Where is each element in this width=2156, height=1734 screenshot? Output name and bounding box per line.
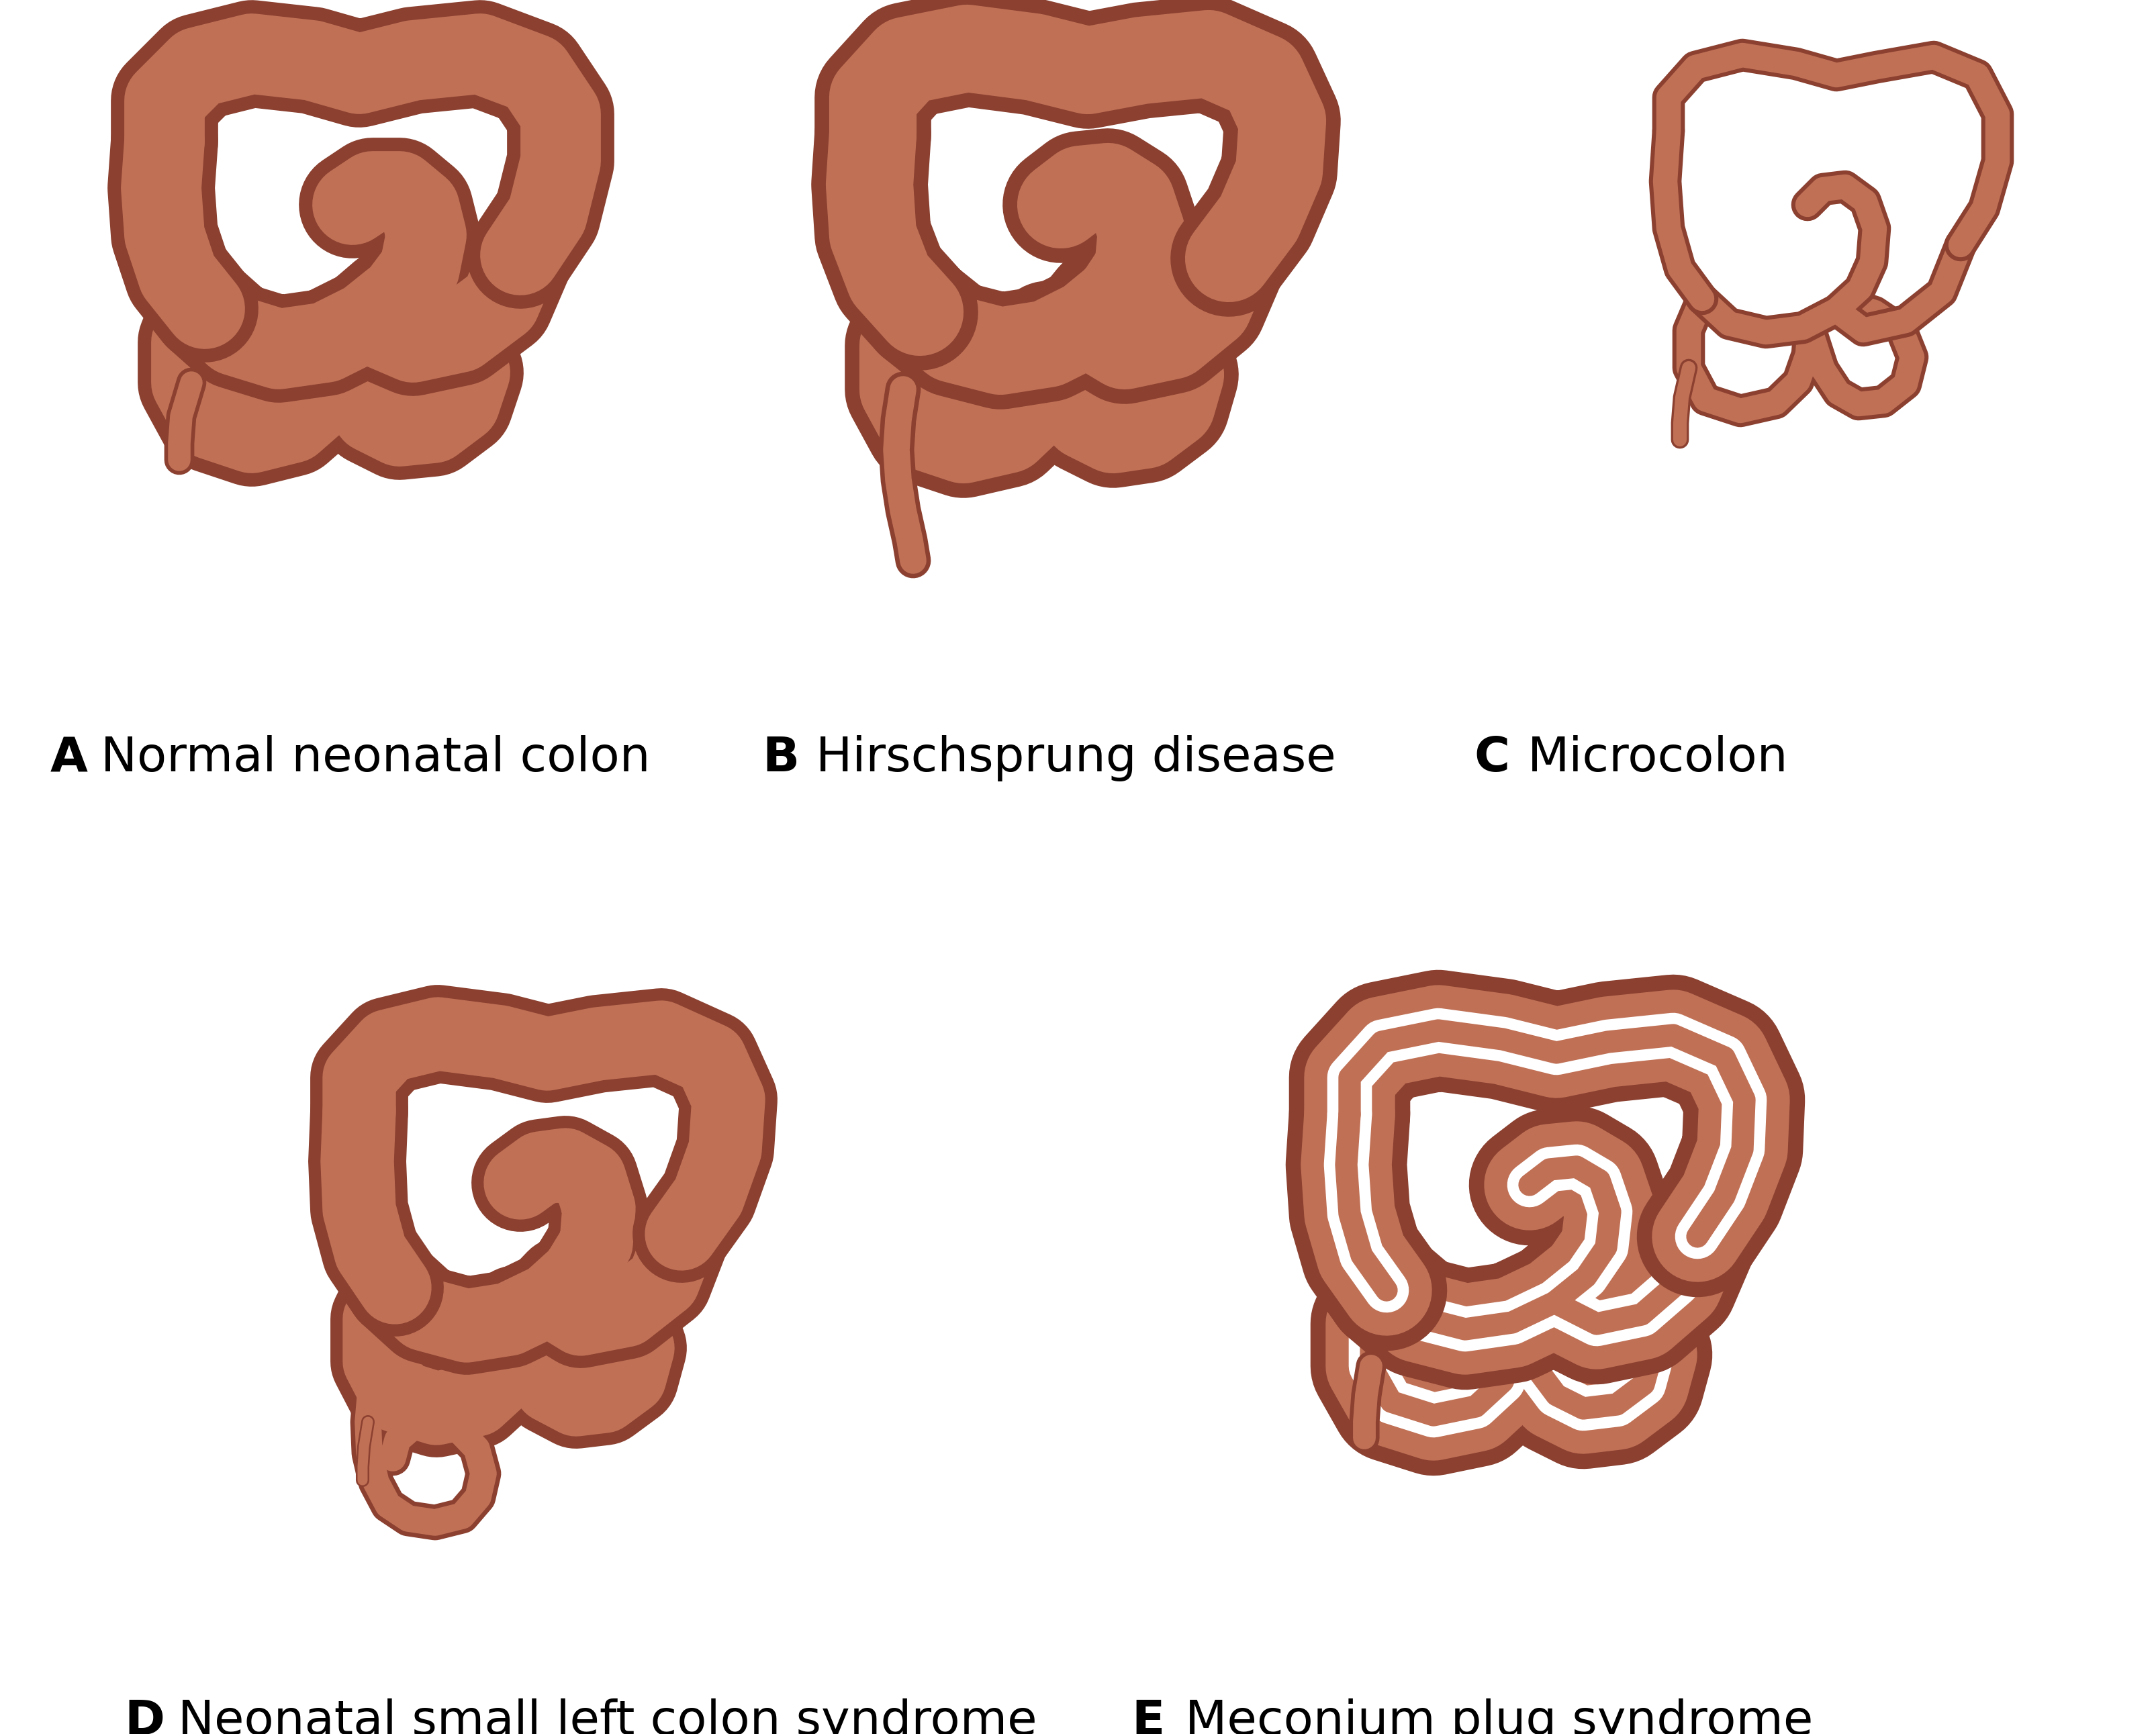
Text: C: C xyxy=(1473,735,1509,782)
Text: Meconium plug syndrome: Meconium plug syndrome xyxy=(1186,1698,1813,1734)
Text: Hirschsprung disease: Hirschsprung disease xyxy=(815,735,1335,782)
Text: Normal neonatal colon: Normal neonatal colon xyxy=(101,735,651,782)
Text: E: E xyxy=(1132,1698,1164,1734)
Text: D: D xyxy=(125,1698,164,1734)
Text: Neonatal small left colon syndrome: Neonatal small left colon syndrome xyxy=(179,1698,1037,1734)
Text: Microcolon: Microcolon xyxy=(1526,735,1787,782)
Text: B: B xyxy=(761,735,800,782)
Text: A: A xyxy=(50,735,88,782)
